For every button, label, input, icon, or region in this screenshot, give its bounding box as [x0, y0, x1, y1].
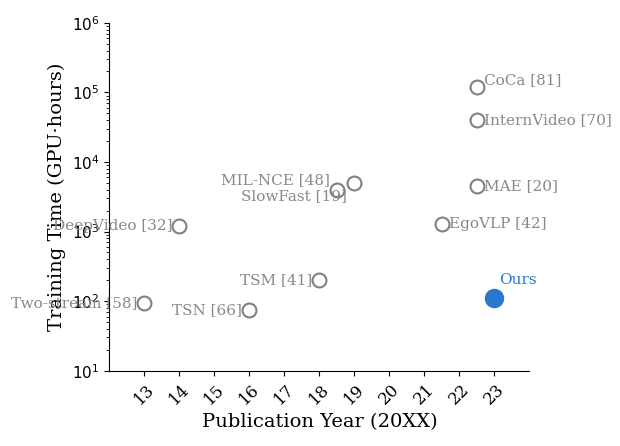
Text: TSM [41]: TSM [41] — [240, 273, 312, 287]
Text: MIL-NCE [48]: MIL-NCE [48] — [221, 173, 330, 187]
Text: CoCa [81]: CoCa [81] — [484, 73, 561, 87]
Y-axis label: Training Time (GPU·hours): Training Time (GPU·hours) — [48, 62, 66, 331]
Text: Ours: Ours — [500, 273, 537, 287]
X-axis label: Publication Year (20XX): Publication Year (20XX) — [202, 413, 437, 431]
Text: TSN [66]: TSN [66] — [172, 303, 242, 317]
Text: MAE [20]: MAE [20] — [484, 179, 557, 193]
Text: SlowFast [19]: SlowFast [19] — [241, 190, 347, 203]
Text: InternVideo [70]: InternVideo [70] — [484, 113, 611, 127]
Text: EgoVLP [42]: EgoVLP [42] — [449, 217, 546, 231]
Text: DeepVideo [32]: DeepVideo [32] — [53, 219, 172, 233]
Text: Two-stream [58]: Two-stream [58] — [11, 296, 138, 310]
